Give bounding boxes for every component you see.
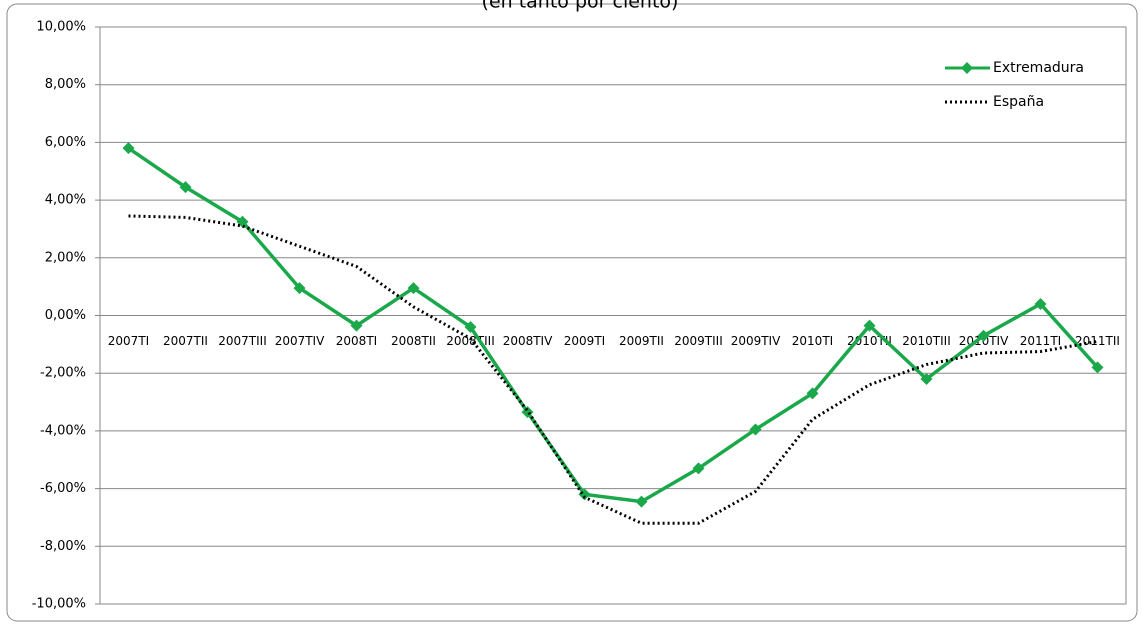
x-tick-label: 2009TI bbox=[564, 334, 605, 348]
data-point bbox=[122, 142, 135, 155]
x-tick-label: 2008TIV bbox=[503, 334, 553, 348]
x-tick-label: 2008TII bbox=[391, 334, 436, 348]
legend-label: España bbox=[993, 94, 1044, 110]
y-tick-label: 10,00% bbox=[36, 20, 86, 35]
data-point bbox=[920, 372, 933, 385]
y-tick-label: 2,00% bbox=[45, 250, 86, 265]
y-tick-label: -4,00% bbox=[40, 423, 86, 438]
x-tick-label: 2007TI bbox=[108, 334, 149, 348]
x-tick-label: 2008TI bbox=[336, 334, 377, 348]
data-point bbox=[293, 282, 306, 295]
y-tick-label: -2,00% bbox=[40, 366, 86, 381]
data-point bbox=[749, 423, 762, 436]
data-point bbox=[806, 387, 819, 400]
legend-marker bbox=[961, 62, 973, 74]
data-point bbox=[1034, 297, 1047, 310]
data-point bbox=[1091, 361, 1104, 374]
chart-frame bbox=[6, 3, 1138, 622]
data-point bbox=[407, 282, 420, 295]
x-tick-label: 2007TIII bbox=[218, 334, 267, 348]
data-point bbox=[578, 488, 591, 501]
data-point bbox=[977, 329, 990, 342]
data-point bbox=[521, 406, 534, 419]
x-tick-label: 2011TI bbox=[1020, 334, 1061, 348]
chart-subtitle: (en tanto por ciento) bbox=[482, 0, 679, 13]
x-tick-label: 2009TIV bbox=[731, 334, 781, 348]
y-tick-label: -10,00% bbox=[32, 597, 86, 612]
x-tick-label: 2010TI bbox=[792, 334, 833, 348]
data-point bbox=[464, 321, 477, 334]
y-tick-label: 6,00% bbox=[45, 135, 86, 150]
x-tick-label: 2011TII bbox=[1075, 334, 1120, 348]
data-point bbox=[350, 319, 363, 332]
legend-label: Extremadura bbox=[993, 60, 1084, 76]
y-tick-label: -6,00% bbox=[40, 481, 86, 496]
x-tick-label: 2010TIII bbox=[902, 334, 951, 348]
y-tick-label: 0,00% bbox=[45, 308, 86, 323]
x-tick-label: 2007TIV bbox=[275, 334, 325, 348]
y-tick-label: -8,00% bbox=[40, 539, 86, 554]
series-line bbox=[128, 214, 1098, 525]
y-tick-label: 8,00% bbox=[45, 77, 86, 92]
data-point bbox=[635, 495, 648, 508]
x-tick-label: 2008TIII bbox=[446, 334, 495, 348]
data-point bbox=[863, 319, 876, 332]
x-tick-label: 2009TII bbox=[619, 334, 664, 348]
series-line bbox=[127, 146, 1099, 504]
data-point bbox=[692, 462, 705, 475]
x-tick-label: 2009TIII bbox=[674, 334, 723, 348]
y-tick-label: 4,00% bbox=[45, 193, 86, 208]
x-tick-label: 2007TII bbox=[163, 334, 208, 348]
data-point bbox=[179, 181, 192, 194]
